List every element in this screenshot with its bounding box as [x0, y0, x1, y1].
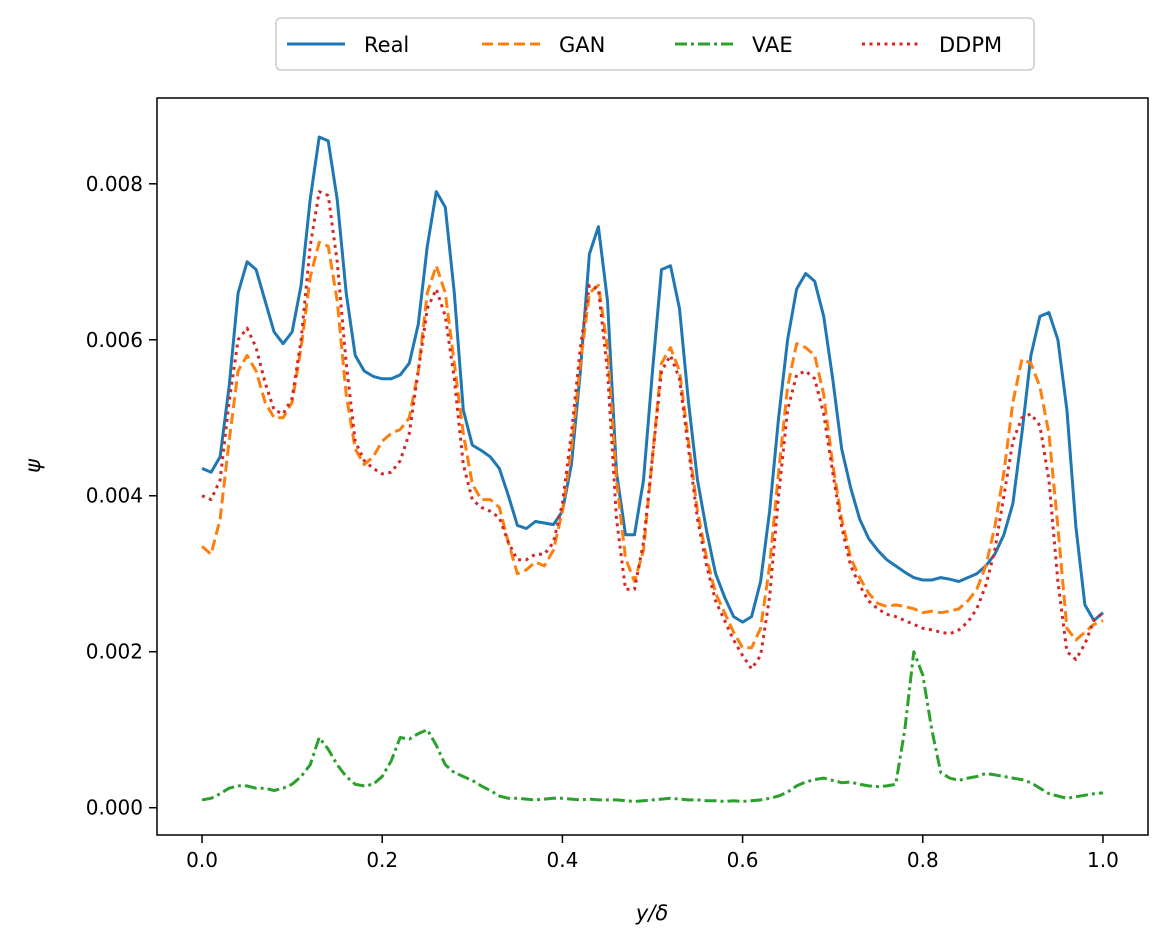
- series-line-real: [201, 135, 1104, 624]
- y-tick-label: 0.008: [86, 172, 143, 196]
- legend-box: [275, 17, 1035, 71]
- y-tick-label: 0.000: [86, 796, 143, 820]
- x-axis-label: y/δ: [635, 901, 668, 925]
- x-tick-label: 0.2: [366, 848, 398, 872]
- legend-label-vae: VAE: [752, 33, 793, 57]
- y-tick-label: 0.006: [86, 328, 143, 352]
- legend-label-gan: GAN: [559, 33, 605, 57]
- x-tick-label: 0.6: [727, 848, 759, 872]
- series-line-vae: [201, 650, 1104, 803]
- plot-frame: [156, 97, 1149, 836]
- y-axis-label: ψ: [21, 458, 45, 473]
- x-tick-label: 0.4: [547, 848, 579, 872]
- y-axis: 0.000 0.002 0.004 0.006 0.008: [86, 172, 157, 820]
- x-tick-label: 1.0: [1087, 848, 1119, 872]
- x-tick-label: 0.0: [186, 848, 218, 872]
- legend-label-ddpm: DDPM: [939, 33, 1002, 57]
- legend-label-real: Real: [364, 33, 409, 57]
- y-tick-label: 0.004: [86, 484, 143, 508]
- legend: Real GAN VAE DDPM: [275, 17, 1035, 71]
- series-line-gan: [201, 240, 1104, 650]
- series-line-ddpm: [201, 190, 1104, 671]
- series-layer: [201, 135, 1104, 803]
- x-tick-label: 0.8: [907, 848, 939, 872]
- y-tick-label: 0.002: [86, 640, 143, 664]
- x-axis: 0.0 0.2 0.4 0.6 0.8 1.0: [186, 835, 1119, 872]
